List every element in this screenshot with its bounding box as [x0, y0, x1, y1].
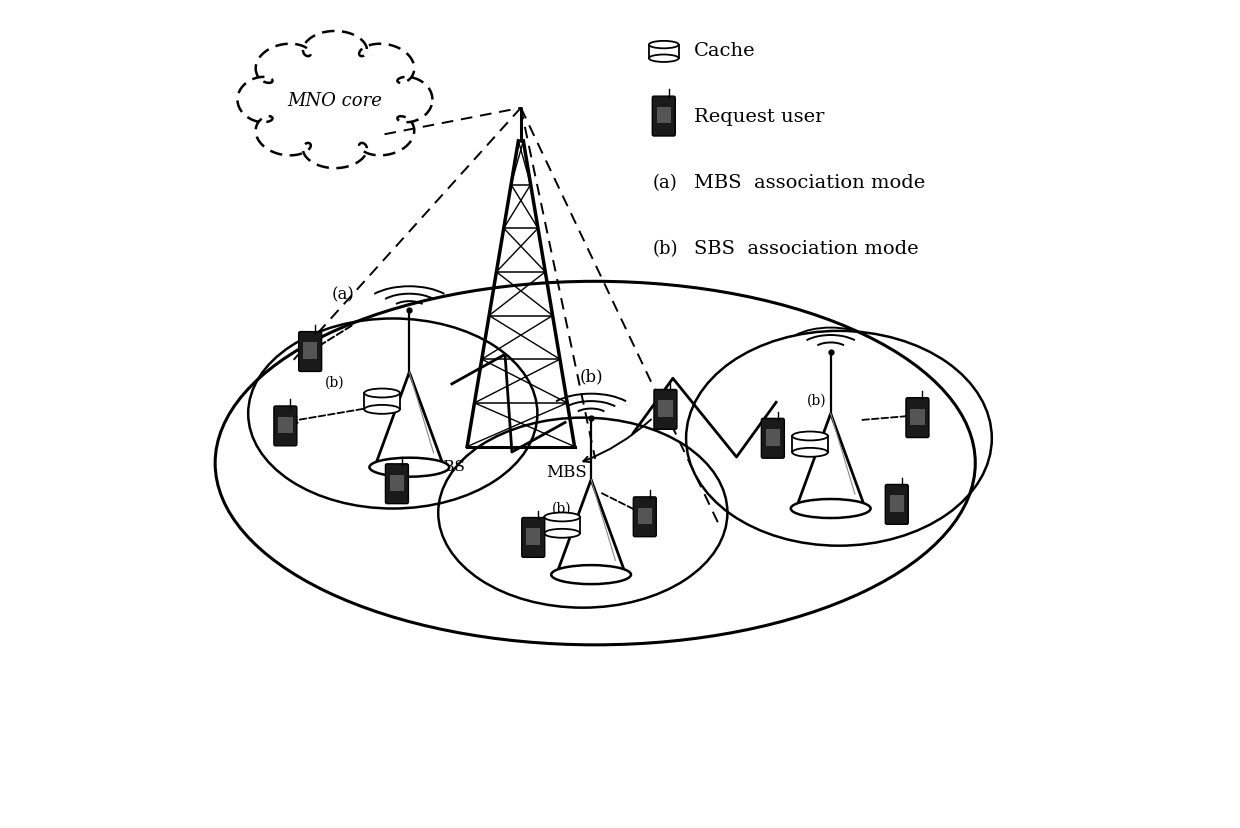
FancyBboxPatch shape: [526, 529, 541, 545]
FancyBboxPatch shape: [278, 417, 293, 434]
FancyBboxPatch shape: [274, 407, 296, 446]
FancyBboxPatch shape: [765, 430, 780, 446]
FancyBboxPatch shape: [386, 465, 408, 504]
Polygon shape: [557, 480, 626, 575]
Text: Cache: Cache: [694, 42, 756, 60]
Ellipse shape: [544, 529, 580, 538]
Text: (b): (b): [552, 501, 572, 515]
Ellipse shape: [551, 566, 631, 585]
FancyBboxPatch shape: [910, 409, 925, 426]
Ellipse shape: [365, 406, 399, 414]
Text: SBS: SBS: [434, 460, 466, 474]
Text: (b): (b): [807, 393, 826, 407]
FancyBboxPatch shape: [653, 390, 677, 430]
Polygon shape: [796, 414, 866, 509]
Polygon shape: [365, 393, 399, 410]
Ellipse shape: [792, 448, 828, 457]
Text: MBS: MBS: [546, 464, 587, 480]
FancyBboxPatch shape: [658, 401, 672, 417]
Ellipse shape: [544, 513, 580, 522]
FancyBboxPatch shape: [634, 498, 656, 537]
Text: (a): (a): [653, 174, 678, 192]
Text: (b): (b): [653, 240, 678, 258]
Text: (b): (b): [325, 375, 345, 389]
FancyBboxPatch shape: [889, 496, 904, 512]
Ellipse shape: [792, 432, 828, 440]
FancyBboxPatch shape: [656, 108, 671, 124]
FancyBboxPatch shape: [303, 343, 317, 359]
FancyBboxPatch shape: [761, 419, 785, 459]
Text: Request user: Request user: [694, 108, 825, 126]
FancyBboxPatch shape: [389, 475, 404, 491]
Ellipse shape: [365, 389, 399, 398]
Ellipse shape: [649, 42, 678, 49]
Text: SBS  association mode: SBS association mode: [694, 240, 919, 258]
FancyBboxPatch shape: [906, 398, 929, 438]
Ellipse shape: [791, 499, 870, 518]
Polygon shape: [374, 373, 444, 468]
FancyBboxPatch shape: [637, 508, 652, 524]
Text: (b): (b): [579, 368, 603, 385]
Polygon shape: [649, 46, 678, 59]
FancyBboxPatch shape: [299, 332, 321, 372]
FancyBboxPatch shape: [885, 485, 908, 525]
Ellipse shape: [649, 55, 678, 63]
Text: (a): (a): [332, 286, 355, 303]
Polygon shape: [792, 436, 828, 453]
Text: MNO core: MNO core: [288, 91, 382, 109]
FancyBboxPatch shape: [522, 518, 544, 558]
Text: MBS  association mode: MBS association mode: [694, 174, 925, 192]
Ellipse shape: [370, 458, 449, 477]
Polygon shape: [544, 518, 580, 534]
FancyBboxPatch shape: [652, 97, 676, 137]
